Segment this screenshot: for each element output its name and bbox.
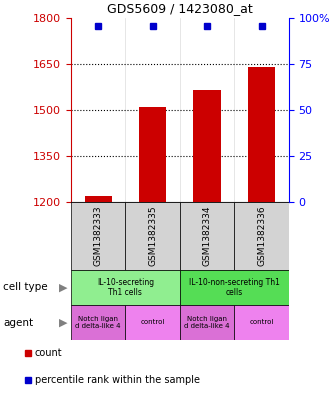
- Bar: [71, 202, 125, 270]
- Bar: [125, 202, 180, 270]
- Text: cell type: cell type: [3, 283, 48, 292]
- Text: GSM1382336: GSM1382336: [257, 206, 266, 266]
- Text: ▶: ▶: [59, 318, 68, 327]
- Bar: [234, 305, 289, 340]
- Text: percentile rank within the sample: percentile rank within the sample: [35, 375, 200, 385]
- Text: count: count: [35, 348, 62, 358]
- Bar: [84, 196, 112, 202]
- Text: GSM1382333: GSM1382333: [94, 206, 103, 266]
- Title: GDS5609 / 1423080_at: GDS5609 / 1423080_at: [107, 2, 253, 15]
- Text: control: control: [249, 320, 274, 325]
- Text: Notch ligan
d delta-like 4: Notch ligan d delta-like 4: [184, 316, 230, 329]
- Text: agent: agent: [3, 318, 33, 327]
- Text: IL-10-secreting
Th1 cells: IL-10-secreting Th1 cells: [97, 278, 154, 297]
- Bar: [234, 202, 289, 270]
- Bar: [180, 270, 289, 305]
- Text: Notch ligan
d delta-like 4: Notch ligan d delta-like 4: [76, 316, 121, 329]
- Text: GSM1382334: GSM1382334: [203, 206, 212, 266]
- Text: IL-10-non-secreting Th1
cells: IL-10-non-secreting Th1 cells: [189, 278, 280, 297]
- Text: ▶: ▶: [59, 283, 68, 292]
- Bar: [71, 270, 180, 305]
- Bar: [180, 202, 234, 270]
- Text: control: control: [141, 320, 165, 325]
- Bar: [125, 305, 180, 340]
- Bar: [139, 107, 166, 202]
- Bar: [248, 67, 275, 202]
- Bar: [193, 90, 221, 202]
- Bar: [71, 305, 125, 340]
- Text: GSM1382335: GSM1382335: [148, 206, 157, 266]
- Bar: [180, 305, 234, 340]
